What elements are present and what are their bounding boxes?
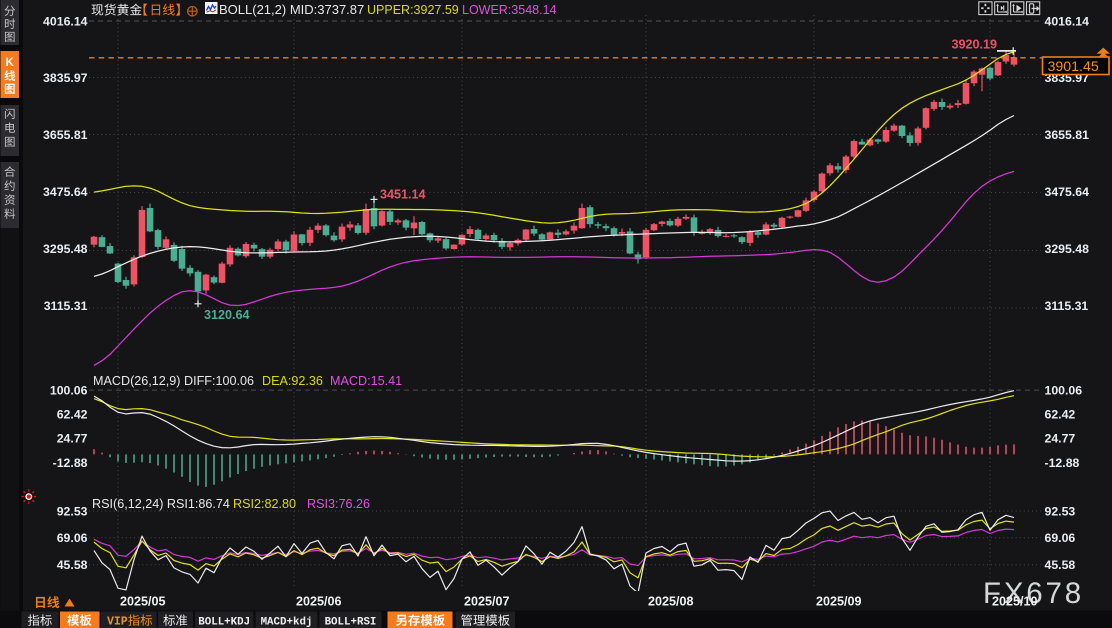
svg-text:3295.48: 3295.48 <box>43 242 88 256</box>
svg-text:69.06: 69.06 <box>57 531 88 545</box>
svg-text:62.42: 62.42 <box>1045 408 1076 422</box>
svg-text:MACD(26,12,9) DIFF:100.06: MACD(26,12,9) DIFF:100.06 <box>93 374 254 388</box>
svg-text:2025/07: 2025/07 <box>464 595 510 609</box>
svg-text:DEA:92.36: DEA:92.36 <box>262 374 323 388</box>
svg-text:100.06: 100.06 <box>1045 383 1083 397</box>
svg-text:K: K <box>5 57 14 69</box>
svg-text:-12.88: -12.88 <box>53 456 88 470</box>
svg-text:3920.19: 3920.19 <box>951 38 997 52</box>
svg-text:RSI3:76.26: RSI3:76.26 <box>307 497 370 511</box>
svg-text:3115.31: 3115.31 <box>1045 299 1089 313</box>
svg-text:62.42: 62.42 <box>57 408 88 422</box>
svg-text:FX678: FX678 <box>983 577 1084 610</box>
svg-text:RSI2:82.80: RSI2:82.80 <box>233 497 296 511</box>
svg-text:3115.31: 3115.31 <box>44 299 88 313</box>
svg-text:4016.14: 4016.14 <box>1045 14 1090 28</box>
svg-text:4016.14: 4016.14 <box>43 14 88 28</box>
svg-text:69.06: 69.06 <box>1045 531 1076 545</box>
svg-text:24.77: 24.77 <box>1045 432 1076 446</box>
svg-text:BOLL(21,2) MID:3737.87: BOLL(21,2) MID:3737.87 <box>219 2 364 17</box>
svg-text:VIP: VIP <box>107 615 128 628</box>
svg-text:2025/09: 2025/09 <box>816 595 862 609</box>
svg-text:3655.81: 3655.81 <box>1045 128 1090 142</box>
svg-text:24.77: 24.77 <box>57 432 88 446</box>
svg-text:MACD:15.41: MACD:15.41 <box>330 374 402 388</box>
svg-text:45.58: 45.58 <box>1045 558 1076 572</box>
svg-text:2025/06: 2025/06 <box>296 595 342 609</box>
svg-text:45.58: 45.58 <box>57 558 88 572</box>
svg-text:3295.48: 3295.48 <box>1045 242 1090 256</box>
svg-text:3835.97: 3835.97 <box>43 71 88 85</box>
svg-text:2025/05: 2025/05 <box>120 595 166 609</box>
svg-text:100.06: 100.06 <box>50 383 88 397</box>
svg-text:BOLL+KDJ: BOLL+KDJ <box>198 616 250 628</box>
svg-text:3451.14: 3451.14 <box>380 188 426 202</box>
svg-text:-12.88: -12.88 <box>1045 456 1080 470</box>
svg-text:3475.64: 3475.64 <box>43 185 88 199</box>
svg-text:3475.64: 3475.64 <box>1045 185 1090 199</box>
svg-text:UPPER:3927.59: UPPER:3927.59 <box>367 3 459 17</box>
svg-text:2025/10: 2025/10 <box>992 595 1038 609</box>
svg-text:92.53: 92.53 <box>1045 504 1076 518</box>
svg-text:3120.64: 3120.64 <box>204 308 250 322</box>
svg-text:3901.45: 3901.45 <box>1048 59 1099 75</box>
svg-text:MACD+kdj: MACD+kdj <box>261 616 313 628</box>
svg-text:LOWER:3548.14: LOWER:3548.14 <box>462 3 557 17</box>
svg-text:92.53: 92.53 <box>57 504 88 518</box>
svg-text:3655.81: 3655.81 <box>43 128 88 142</box>
svg-text:2025/08: 2025/08 <box>648 595 694 609</box>
svg-text:RSI(6,12,24) RSI1:86.74: RSI(6,12,24) RSI1:86.74 <box>92 497 230 511</box>
svg-text:BOLL+RSI: BOLL+RSI <box>325 616 377 628</box>
